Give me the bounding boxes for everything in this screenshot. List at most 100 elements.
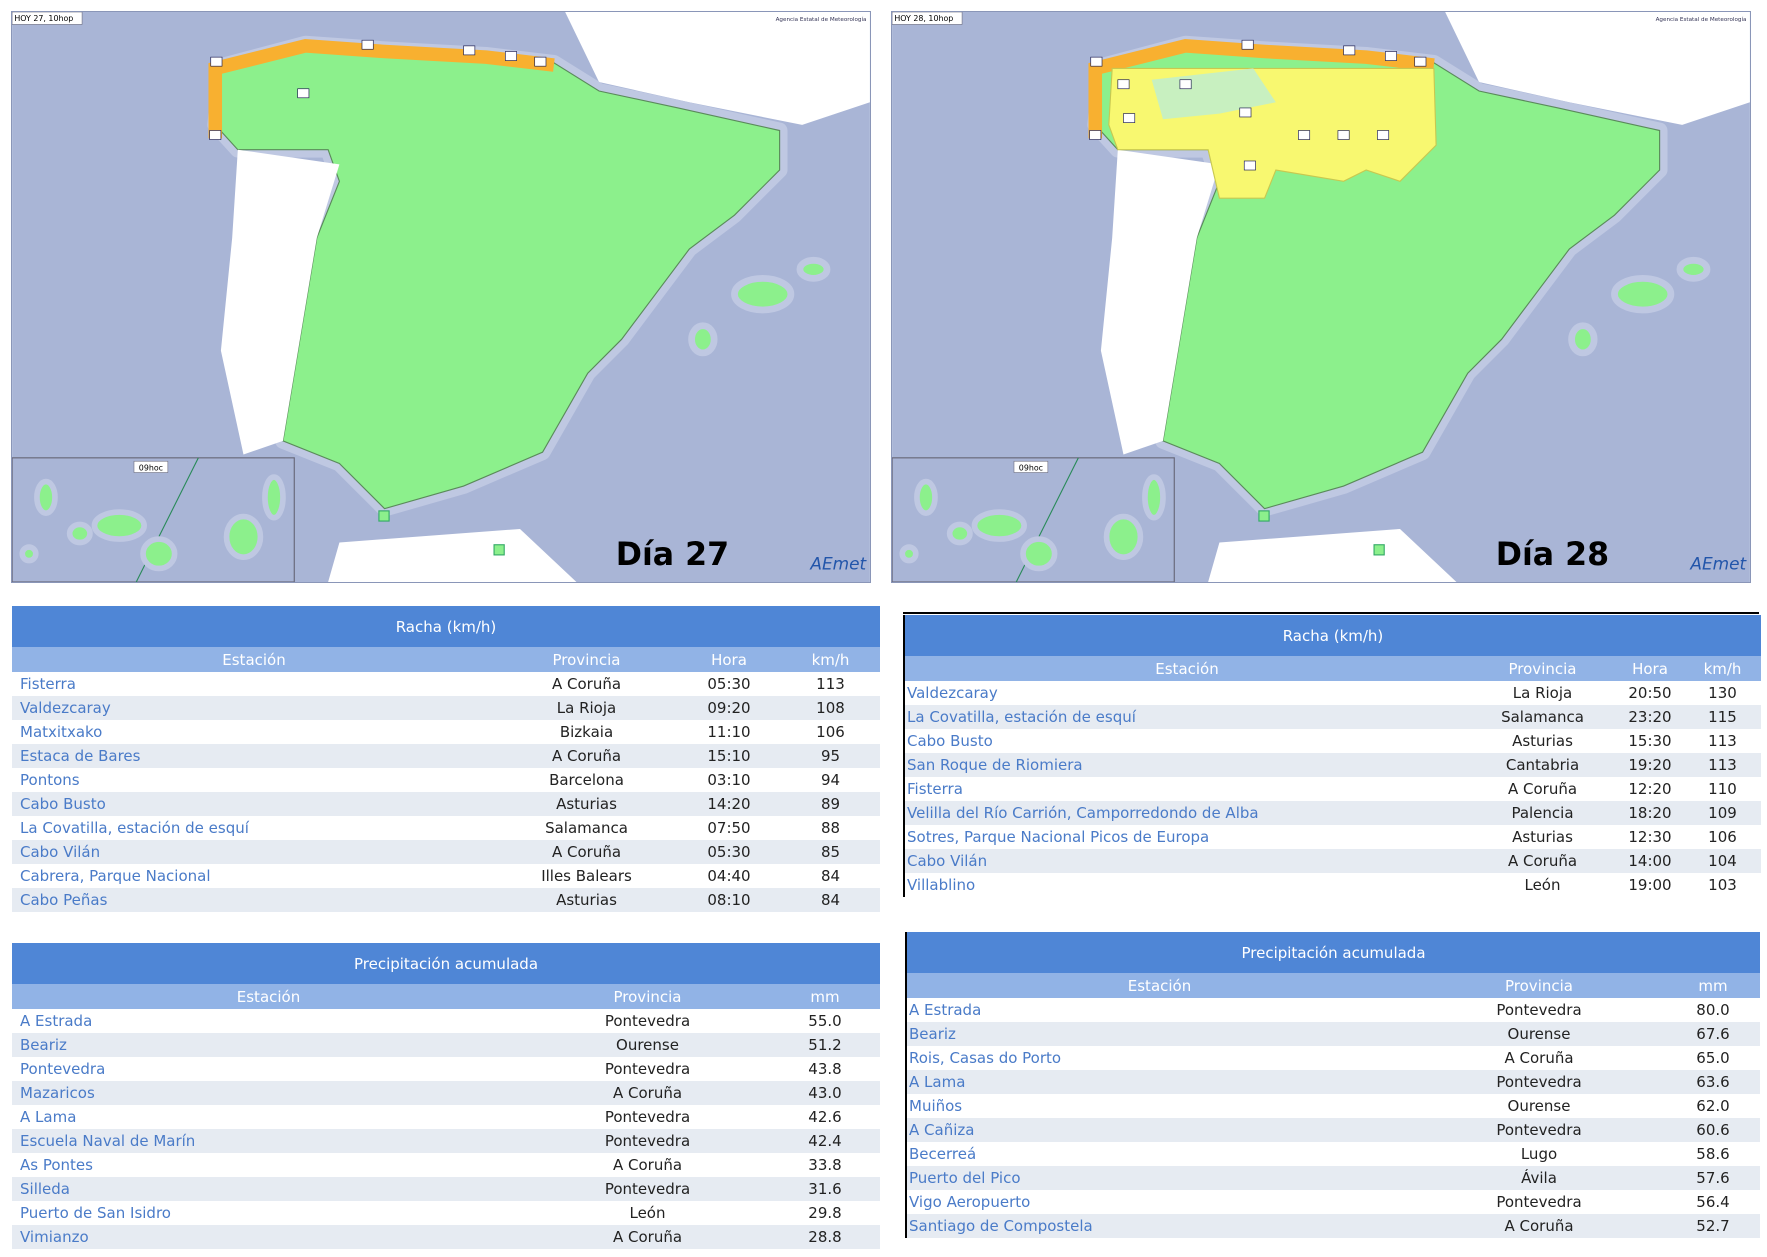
station-link[interactable]: Cabrera, Parque Nacional [20,867,211,885]
station-link[interactable]: Fisterra [20,675,76,693]
table-row: Vimianzo A Coruña 28.8 [12,1225,880,1249]
station-link[interactable]: La Covatilla, estación de esquí [20,819,249,837]
station-link[interactable]: Beariz [906,1022,1412,1046]
column-header: mm [770,984,880,1009]
cell: Salamanca [1469,705,1616,729]
station-link[interactable]: Pontons [20,771,80,789]
station-link[interactable]: Silleda [12,1177,525,1201]
station-link[interactable]: Velilla del Río Carrión, Camporredondo d… [904,801,1469,825]
cell: 113 [1708,732,1737,750]
station-link[interactable]: Sotres, Parque Nacional Picos de Europa [907,828,1210,846]
station-link[interactable]: Cabo Vilán [12,840,496,864]
table-row: Beariz Ourense 67.6 [906,1022,1761,1046]
station-link[interactable]: Cabo Busto [12,792,496,816]
station-link[interactable]: Muiños [909,1097,963,1115]
cell: Ávila [1412,1166,1666,1190]
station-link[interactable]: Vimianzo [12,1225,525,1249]
station-link[interactable]: Estaca de Bares [12,744,496,768]
cell: A Coruña [496,840,677,864]
cell: 04:40 [707,867,751,885]
station-link[interactable]: Puerto del Pico [906,1166,1412,1190]
header-row: Estación Provincia mm [12,984,880,1009]
station-link[interactable]: Mazaricos [12,1081,525,1105]
table-row: Valdezcaray La Rioja 09:20 108 [12,696,880,720]
station-link[interactable]: A Estrada [20,1012,93,1030]
column-header: Provincia [1469,656,1616,681]
table-row: A Cañiza Pontevedra 60.6 [906,1118,1761,1142]
cell: Asturias [1512,732,1573,750]
station-link[interactable]: Escuela Naval de Marín [12,1129,525,1153]
table-row: Beariz Ourense 51.2 [12,1033,880,1057]
cell: 58.6 [1696,1145,1730,1163]
cell: Pontevedra [1412,1070,1666,1094]
header-row: Estación Provincia Hora km/h [904,656,1761,681]
station-link[interactable]: As Pontes [20,1156,93,1174]
cell: 110 [1708,780,1737,798]
station-link[interactable]: Vigo Aeropuerto [909,1193,1031,1211]
station-link[interactable]: San Roque de Riomiera [904,753,1469,777]
station-link[interactable]: Santiago de Compostela [906,1214,1412,1238]
data-table: Racha (km/h) Estación Provincia Hora km/h Val… [903,615,1761,897]
table-title: Precipitación acumulada [906,932,1761,973]
cell: 43.8 [808,1060,842,1078]
station-link[interactable]: Cabo Busto [907,732,993,750]
cell: Pontevedra [1496,1001,1582,1019]
cell: 67.6 [1666,1022,1761,1046]
cell: 23:20 [1616,705,1684,729]
station-link[interactable]: Valdezcaray [907,684,998,702]
station-link[interactable]: Rois, Casas do Porto [909,1049,1062,1067]
cell: A Coruña [525,1225,770,1249]
station-link[interactable]: Pontevedra [20,1060,106,1078]
station-link[interactable]: Cabo Vilán [904,849,1469,873]
cell: 95 [781,744,880,768]
cell: A Coruña [1507,780,1578,798]
cell: 43.0 [770,1081,880,1105]
cell: 94 [820,771,841,789]
station-link[interactable]: Valdezcaray [12,696,496,720]
table-row: Villablino León 19:00 103 [904,873,1761,897]
table-row: Matxitxako Bizkaia 11:10 106 [12,720,880,744]
table-title: Precipitación acumulada [12,943,880,984]
cell: 52.7 [1666,1214,1761,1238]
station-link[interactable]: Puerto de San Isidro [20,1204,171,1222]
cell: 20:50 [1628,684,1672,702]
station-link[interactable]: La Covatilla, estación de esquí [904,705,1469,729]
station-link[interactable]: A Lama [20,1108,77,1126]
cell: 113 [816,675,845,693]
station-link[interactable]: Fisterra [907,780,963,798]
column-header: Estación [904,656,1469,681]
table-row: Mazaricos A Coruña 43.0 [12,1081,880,1105]
map-header: HOY 27, 10hop [14,14,73,23]
table-row: Cabo Vilán A Coruña 14:00 104 [904,849,1761,873]
table-row: La Covatilla, estación de esquí Salamanca… [12,816,880,840]
cell: 80.0 [1696,1001,1730,1019]
title-row: Racha (km/h) [12,606,880,647]
table-row: Cabo Busto Asturias 15:30 113 [904,729,1761,753]
cell: Pontevedra [525,1177,770,1201]
station-link[interactable]: Matxitxako [20,723,103,741]
cell: 07:50 [707,819,751,837]
cell: 33.8 [808,1156,842,1174]
station-link[interactable]: A Estrada [909,1001,982,1019]
inset-label: 09hoc [1019,463,1043,472]
data-table: Racha (km/h) Estación Provincia Hora km/h Fis… [12,606,880,912]
table-row: Velilla del Río Carrión, Camporredondo d… [904,801,1761,825]
station-link[interactable]: Cabo Peñas [12,888,496,912]
table-row: As Pontes A Coruña 33.8 [12,1153,880,1177]
table-row: Puerto de San Isidro León 29.8 [12,1201,880,1225]
station-link[interactable]: A Lama [906,1070,1412,1094]
station-link[interactable]: A Cañiza [906,1118,1412,1142]
station-link[interactable]: Beariz [12,1033,525,1057]
station-link[interactable]: Becerreá [909,1145,977,1163]
brand-logo: AEmet [1689,554,1747,574]
cell: 57.6 [1666,1166,1761,1190]
cell: 12:20 [1628,780,1672,798]
table-row: Becerreá Lugo 58.6 [906,1142,1760,1166]
cell: 56.4 [1696,1193,1730,1211]
table-row: Muiños Ourense 62.0 [906,1094,1760,1118]
cell: Asturias [496,888,677,912]
cell: 65.0 [1696,1049,1730,1067]
cell: León [1524,876,1561,894]
station-link[interactable]: Villablino [907,876,976,894]
cell: 09:20 [677,696,781,720]
